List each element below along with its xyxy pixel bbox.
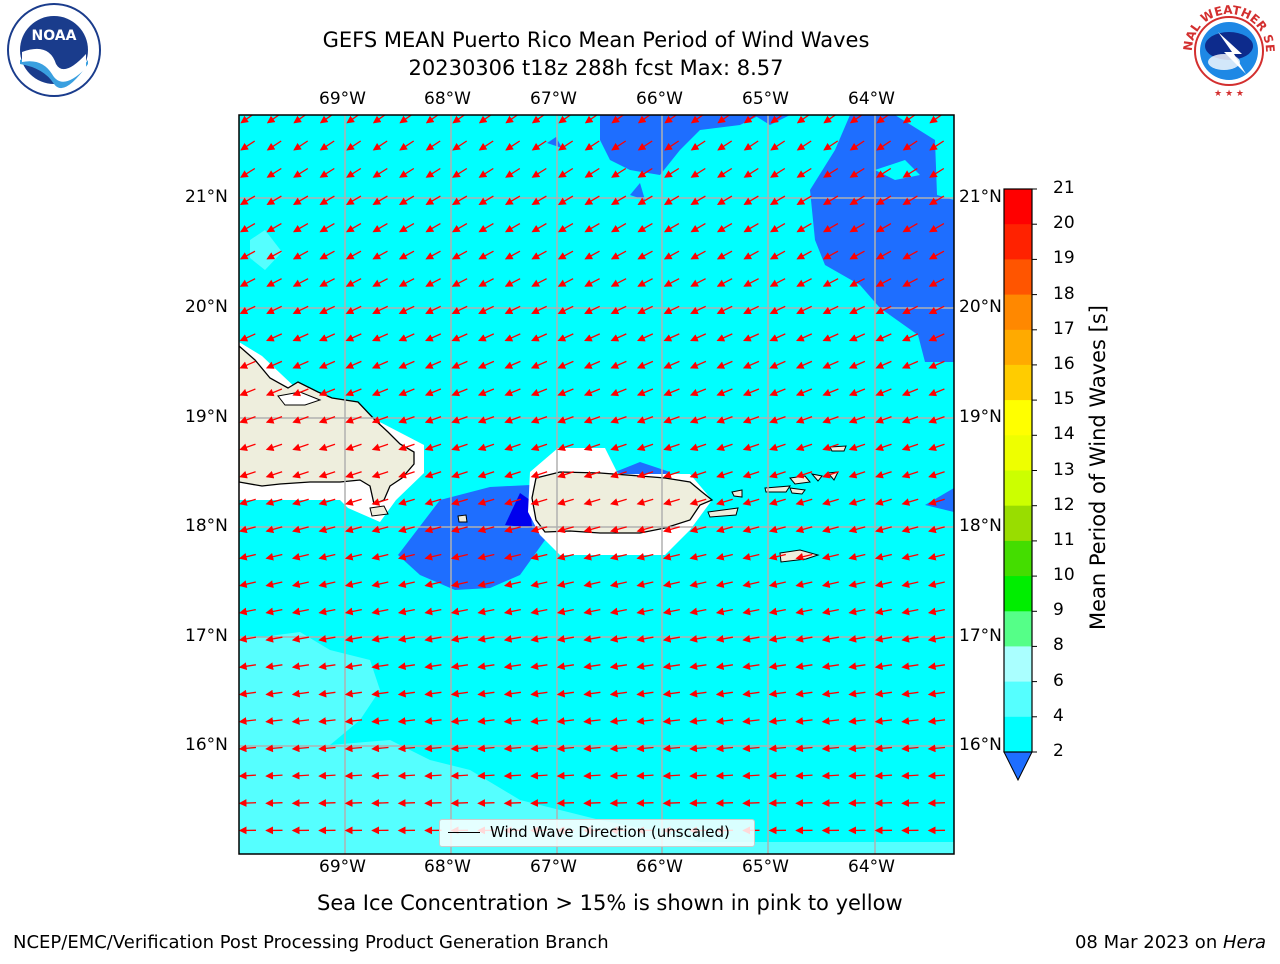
colorbar-segment: [1004, 330, 1032, 366]
lon-label-top: 69°W: [319, 89, 366, 109]
colorbar-tick-label: 17: [1053, 319, 1075, 339]
wave-arrow: [585, 803, 601, 804]
colorbar-segment: [1004, 365, 1032, 401]
colorbar-segment: [1004, 682, 1032, 718]
colorbar-tick-label: 9: [1053, 600, 1064, 620]
wave-arrow: [850, 803, 866, 804]
colorbar-segment: [1004, 189, 1032, 225]
wave-arrow: [373, 803, 389, 804]
lat-label-left: 19°N: [185, 407, 228, 427]
wave-arrow: [903, 803, 919, 804]
colorbar-segment: [1004, 400, 1032, 436]
legend-label: Wind Wave Direction (unscaled): [490, 823, 730, 841]
colorbar-tick-label: 18: [1053, 284, 1075, 304]
lon-label-top: 65°W: [742, 89, 789, 109]
wave-arrow: [426, 803, 442, 804]
sea-ice-note: Sea Ice Concentration > 15% is shown in …: [317, 891, 903, 915]
wave-arrow: [532, 803, 548, 804]
legend-line-icon: [448, 832, 480, 833]
colorbar: [995, 180, 1075, 794]
colorbar-tick-label: 2: [1053, 741, 1064, 761]
colorbar-segment: [1004, 224, 1032, 260]
wave-arrow: [452, 803, 468, 804]
colorbar-tick-label: 6: [1053, 671, 1064, 691]
wave-arrow: [558, 803, 574, 804]
colorbar-tick-label: 11: [1053, 530, 1075, 550]
wave-arrow: [293, 803, 309, 804]
colorbar-segment: [1004, 259, 1032, 295]
colorbar-tick-label: 13: [1053, 460, 1075, 480]
lat-label-left: 17°N: [185, 626, 228, 646]
wave-arrow: [744, 803, 760, 804]
wave-arrow: [797, 803, 813, 804]
colorbar-tick-label: 8: [1053, 635, 1064, 655]
map-legend: Wind Wave Direction (unscaled): [439, 819, 755, 847]
wave-arrow: [770, 803, 786, 804]
lon-label-top: 67°W: [530, 89, 577, 109]
lon-label-bottom: 66°W: [636, 857, 683, 877]
wave-arrow: [823, 803, 839, 804]
colorbar-segment: [1004, 506, 1032, 542]
wave-arrow: [267, 803, 283, 804]
footer-host: Hera: [1223, 932, 1266, 953]
lon-label-bottom: 69°W: [319, 857, 366, 877]
small-island: [370, 506, 388, 516]
colorbar-segment: [1004, 646, 1032, 682]
wave-arrow: [346, 803, 362, 804]
colorbar-segment: [1004, 611, 1032, 647]
wave-arrow: [929, 803, 945, 804]
colorbar-tick-label: 12: [1053, 495, 1075, 515]
lat-label-left: 20°N: [185, 297, 228, 317]
wave-arrow: [320, 803, 336, 804]
wave-arrow: [664, 803, 680, 804]
lon-label-bottom: 68°W: [424, 857, 471, 877]
wave-arrow: [638, 803, 654, 804]
wave-arrow: [876, 803, 892, 804]
lon-label-top: 66°W: [636, 89, 683, 109]
colorbar-ticks: [1032, 189, 1037, 752]
wave-arrow: [691, 803, 707, 804]
colorbar-tick-label: 16: [1053, 354, 1075, 374]
footer-date-text: 08 Mar 2023 on: [1075, 932, 1223, 953]
colorbar-segments: [1004, 189, 1032, 780]
colorbar-segment: [1004, 295, 1032, 331]
wave-arrow: [717, 803, 733, 804]
wave-arrow: [505, 803, 521, 804]
lon-label-bottom: 67°W: [530, 857, 577, 877]
wave-arrow: [611, 803, 627, 804]
footer-date: 08 Mar 2023 on Hera: [1075, 932, 1266, 953]
colorbar-tick-label: 15: [1053, 389, 1075, 409]
wave-arrow: [479, 803, 495, 804]
lat-label-left: 18°N: [185, 516, 228, 536]
colorbar-segment: [1004, 435, 1032, 471]
lon-label-top: 68°W: [424, 89, 471, 109]
colorbar-tick-label: 19: [1053, 248, 1075, 268]
mona-island: [458, 515, 467, 522]
lat-label-left: 21°N: [185, 187, 228, 207]
footer-branch: NCEP/EMC/Verification Post Processing Pr…: [13, 932, 609, 953]
wave-arrow: [399, 803, 415, 804]
colorbar-segment: [1004, 541, 1032, 577]
lon-label-bottom: 64°W: [848, 857, 895, 877]
lat-label-left: 16°N: [185, 735, 228, 755]
wave-arrow: [240, 803, 256, 804]
colorbar-tick-label: 21: [1053, 178, 1075, 198]
colorbar-segment: [1004, 471, 1032, 507]
colorbar-segment: [1004, 717, 1032, 753]
colorbar-tick-label: 20: [1053, 213, 1075, 233]
colorbar-tick-label: 10: [1053, 565, 1075, 585]
colorbar-label: Mean Period of Wind Waves [s]: [1086, 310, 1110, 630]
colorbar-extension: [1004, 752, 1032, 780]
colorbar-segment: [1004, 576, 1032, 612]
colorbar-tick-label: 4: [1053, 706, 1064, 726]
lon-label-top: 64°W: [848, 89, 895, 109]
colorbar-tick-label: 14: [1053, 424, 1075, 444]
lon-label-bottom: 65°W: [742, 857, 789, 877]
